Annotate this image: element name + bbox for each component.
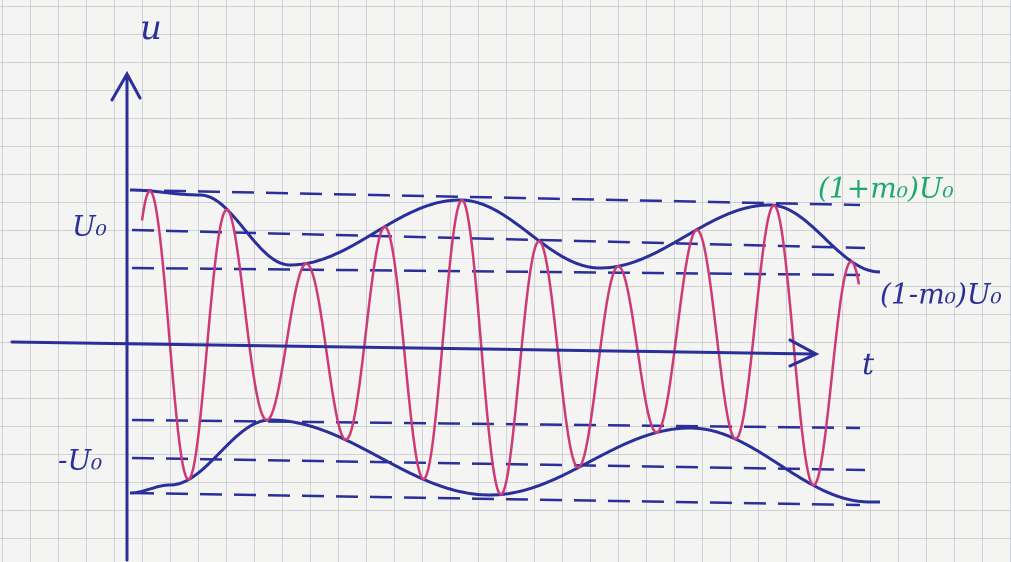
diagram: u t U₀ -U₀ (1+m₀)U₀ (1-m₀)U₀: [0, 0, 1011, 562]
level-label: (1+m₀)U₀: [818, 172, 954, 205]
level-label: U₀: [72, 210, 107, 243]
y-axis-label: u: [140, 8, 162, 48]
x-axis-label: t: [862, 347, 875, 382]
level-label: -U₀: [58, 444, 102, 477]
level-label: (1-m₀)U₀: [880, 278, 1002, 311]
